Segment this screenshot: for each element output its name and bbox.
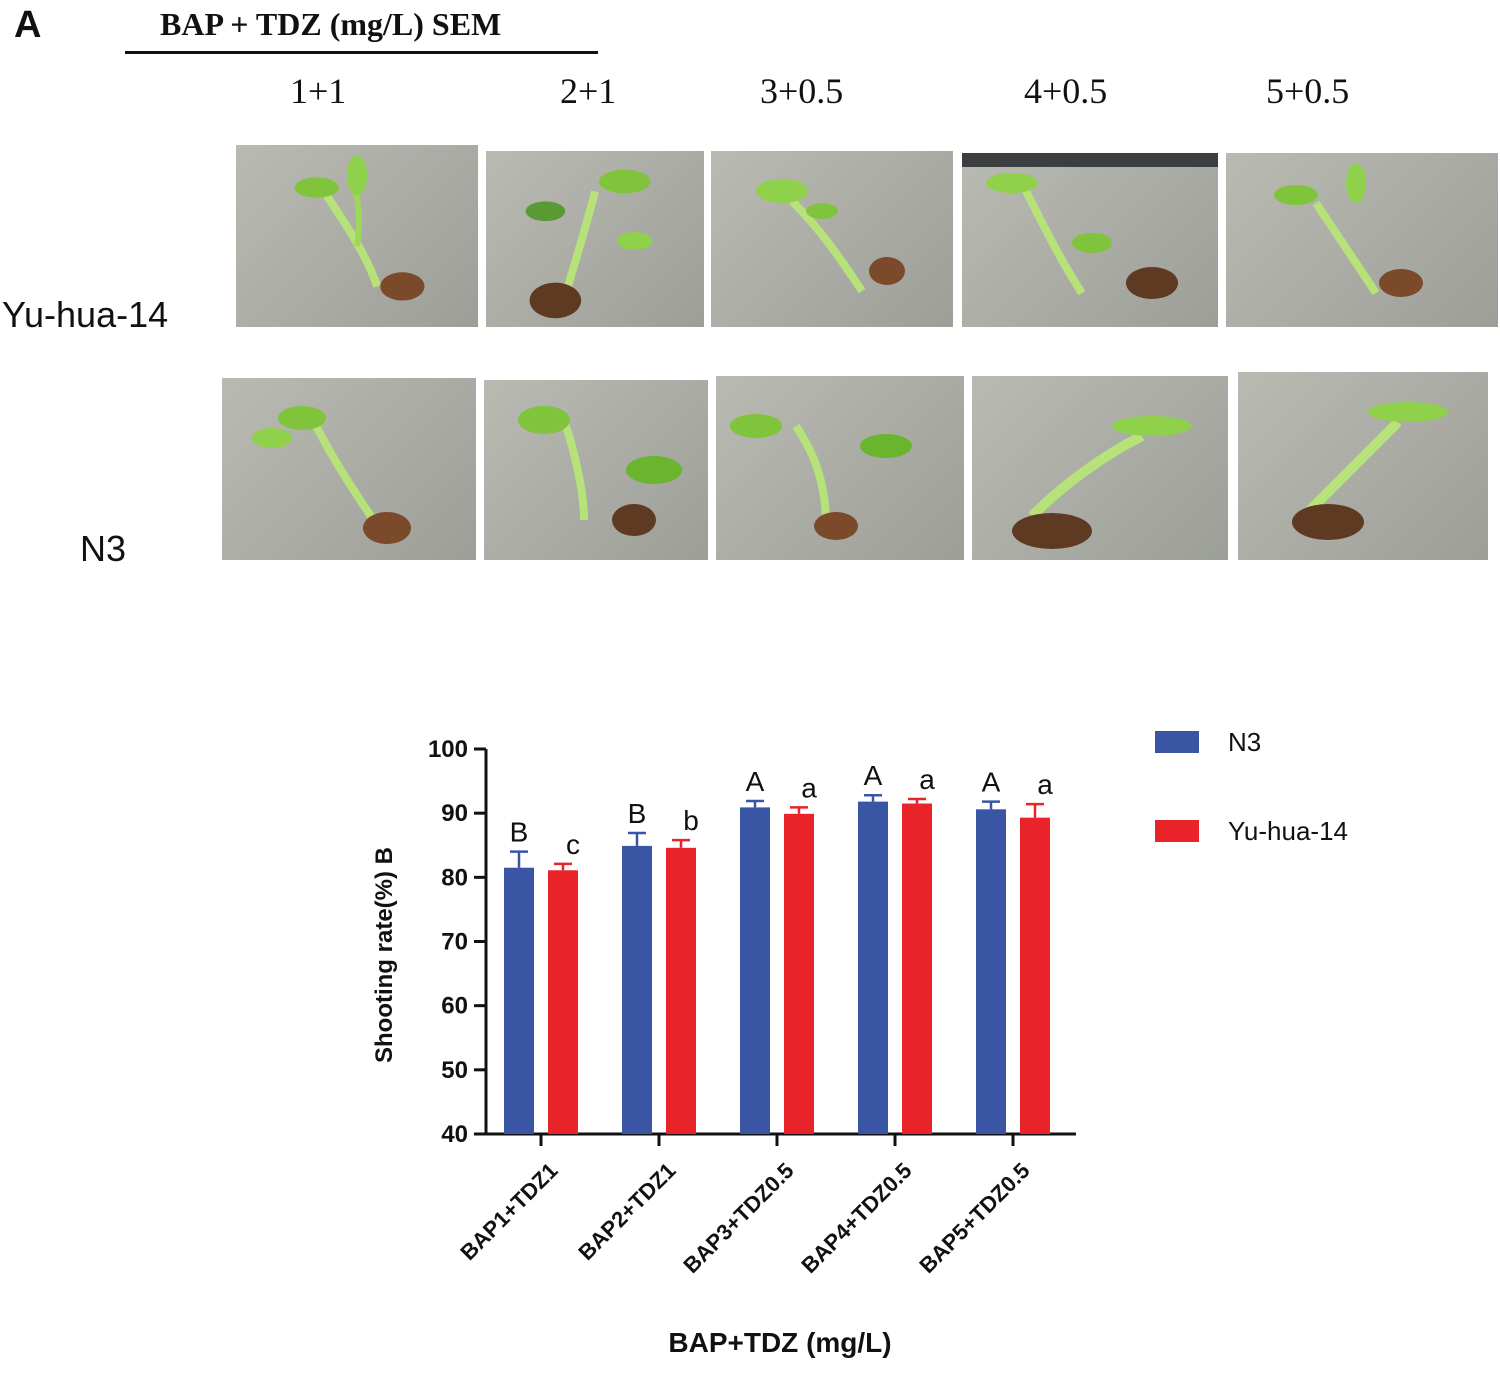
x-tick-label: BAP1+TDZ1 — [455, 1158, 562, 1265]
bar-n3 — [976, 809, 1006, 1134]
bar-yu-hua-14 — [1020, 817, 1050, 1134]
bar-yu-hua-14 — [548, 870, 578, 1134]
column-label-2: 2+1 — [560, 71, 617, 111]
bar-yu-hua-14 — [666, 847, 696, 1134]
panel-letter: A — [14, 4, 42, 46]
legend-label-yu-hua-14: Yu-hua-14 — [1228, 816, 1348, 846]
seedling-photo-yuhua-4 — [962, 153, 1218, 327]
significance-label: a — [801, 772, 817, 803]
significance-label: a — [919, 764, 935, 795]
significance-label: A — [982, 767, 1001, 798]
y-axis-title: Shooting rate(%) B — [371, 847, 398, 1063]
legend-label-n3: N3 — [1228, 727, 1262, 757]
seedling-photo-n3-2 — [484, 380, 708, 560]
column-label-1: 1+1 — [290, 71, 347, 111]
significance-label: A — [864, 760, 883, 791]
y-tick-label: 80 — [441, 864, 468, 891]
column-label-4: 4+0.5 — [1024, 71, 1108, 111]
bar-yu-hua-14 — [902, 803, 932, 1134]
column-label-3: 3+0.5 — [760, 71, 844, 111]
seedling-photo-n3-5 — [1238, 372, 1488, 560]
significance-label: a — [1037, 769, 1053, 800]
bar-n3 — [504, 867, 534, 1134]
bar-yu-hua-14 — [784, 813, 814, 1134]
y-tick-label: 60 — [441, 993, 468, 1020]
x-tick-label: BAP5+TDZ0.5 — [914, 1158, 1034, 1278]
significance-label: A — [746, 766, 765, 797]
seedling-photo-yuhua-5 — [1226, 153, 1498, 327]
x-axis-title: BAP+TDZ (mg/L) — [668, 1327, 891, 1358]
y-tick-label: 70 — [441, 929, 468, 956]
bar-n3 — [740, 807, 770, 1134]
significance-label: c — [566, 829, 580, 860]
y-tick-label: 100 — [428, 736, 468, 763]
bar-n3 — [858, 801, 888, 1134]
column-label-5: 5+0.5 — [1266, 71, 1350, 111]
x-tick-label: BAP3+TDZ0.5 — [678, 1158, 798, 1278]
significance-label: B — [510, 817, 529, 848]
y-tick-label: 90 — [441, 800, 468, 827]
seedling-photo-yuhua-3 — [711, 151, 953, 327]
legend-swatch-n3 — [1155, 731, 1199, 753]
significance-label: B — [628, 798, 647, 829]
legend-swatch-yu-hua-14 — [1155, 820, 1199, 842]
x-tick-label: BAP2+TDZ1 — [573, 1158, 680, 1265]
seedling-photo-yuhua-1 — [236, 145, 478, 327]
seedling-photo-n3-4 — [972, 376, 1228, 560]
seedling-photo-n3-3 — [716, 376, 964, 560]
y-tick-label: 50 — [441, 1057, 468, 1084]
row-label-yu-hua-14: Yu-hua-14 — [2, 294, 169, 335]
y-tick-label: 40 — [441, 1121, 468, 1148]
x-tick-label: BAP4+TDZ0.5 — [796, 1158, 916, 1278]
bar-n3 — [622, 845, 652, 1134]
seedling-photo-yuhua-2 — [486, 151, 704, 327]
seedling-photo-n3-1 — [222, 378, 476, 560]
treatment-header: BAP + TDZ (mg/L) SEM — [160, 6, 502, 42]
header-underline — [125, 51, 598, 54]
row-label-n3: N3 — [80, 528, 127, 569]
significance-label: b — [683, 805, 699, 836]
